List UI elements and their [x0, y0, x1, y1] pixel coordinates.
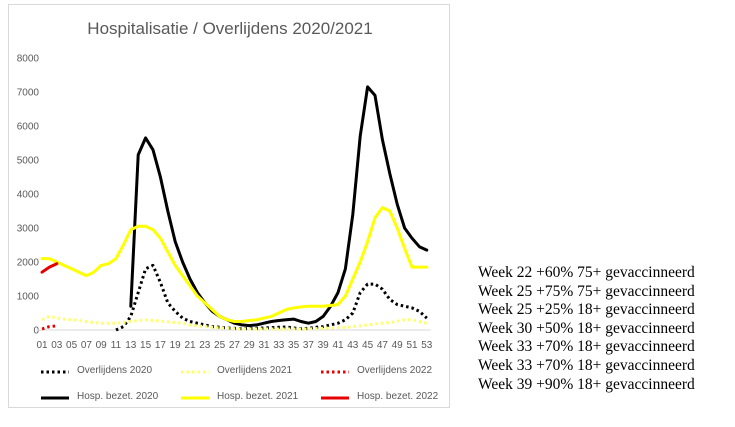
legend-label: Hosp. bezet. 2020: [77, 391, 159, 402]
x-tick-label: 11: [111, 340, 122, 351]
x-tick-label: 45: [362, 340, 374, 351]
y-tick-label: 3000: [17, 224, 40, 235]
x-tick-label: 15: [140, 340, 152, 351]
legend-label: Overlijdens 2022: [357, 365, 433, 376]
x-tick-label: 23: [199, 340, 211, 351]
legend-swatch: [181, 396, 209, 400]
x-tick-label: 49: [392, 340, 404, 351]
series-line-hosp-bezet-2022: [40, 262, 59, 274]
x-tick-label: 37: [303, 340, 315, 351]
vaccination-note: Week 22 +60% 75+ gevaccinneerd: [478, 264, 695, 281]
vaccination-note: Week 33 +70% 18+ gevaccinneerd: [478, 356, 695, 374]
vaccination-notes: Week 22 +60% 75+ gevaccinneerd Week 25 +7…: [478, 264, 695, 394]
x-tick-label: 43: [347, 340, 359, 351]
x-tick-label: 39: [318, 340, 330, 351]
y-tick-label: 6000: [17, 122, 40, 133]
x-tick-label: 09: [96, 340, 108, 351]
legend-label: Overlijdens 2020: [77, 365, 153, 376]
x-tick-label: 33: [273, 340, 285, 351]
x-tick-label: 19: [170, 340, 182, 351]
legend-swatch: [41, 396, 69, 400]
series-line-hosp-bezet-2021: [40, 206, 429, 323]
vaccination-note: Week 30 +50% 18+ gevaccinneerd: [478, 319, 695, 337]
legend-label: Hosp. bezet. 2021: [217, 391, 299, 402]
legend-label: Overlijdens 2021: [217, 365, 293, 376]
y-tick-label: 5000: [17, 156, 40, 167]
vaccination-note: Week 25 +75% 75+ gevaccinneerd: [478, 282, 695, 300]
legend-swatch: [41, 370, 69, 374]
y-tick-label: 2000: [17, 258, 40, 269]
legend-swatch: [321, 396, 349, 400]
y-tick-label: 1000: [17, 292, 40, 303]
x-tick-label: 47: [377, 340, 389, 351]
x-tick-label: 27: [229, 340, 241, 351]
x-tick-label: 25: [214, 340, 226, 351]
x-tick-label: 03: [51, 340, 63, 351]
chart-title: Hospitalisatie / Overlijdens 2020/2021: [87, 19, 373, 38]
legend-swatch: [181, 370, 209, 374]
y-tick-label: 4000: [17, 190, 40, 201]
chart-area: Hospitalisatie / Overlijdens 2020/2021 0…: [8, 4, 450, 408]
x-tick-label: 53: [421, 340, 433, 351]
x-tick-label: 17: [155, 340, 167, 351]
series-line-overlijdens-2021: [41, 314, 428, 331]
x-tick-label: 29: [244, 340, 256, 351]
vaccination-note: Week 25 +25% 18+ gevaccinneerd: [478, 301, 695, 319]
series-line-hosp-bezet-2020: [129, 85, 429, 328]
x-tick-label: 05: [66, 340, 78, 351]
legend-swatch: [321, 370, 349, 374]
legend-label: Hosp. bezet. 2022: [357, 391, 439, 402]
x-tick-label: 21: [184, 340, 196, 351]
y-tick-label: 0: [33, 326, 39, 337]
x-tick-label: 51: [406, 340, 418, 351]
vaccination-note: Week 39 +90% 18+ gevaccinneerd: [478, 375, 695, 393]
x-tick-label: 41: [332, 340, 344, 351]
x-tick-label: 13: [125, 340, 137, 351]
x-tick-label: 31: [258, 340, 270, 351]
x-tick-label: 07: [81, 340, 93, 351]
vaccination-note: Week 33 +70% 18+ gevaccinneerd: [478, 338, 695, 356]
x-tick-label: 35: [288, 340, 300, 351]
x-tick-label: 01: [36, 340, 48, 351]
series-line-overlijdens-2022: [41, 324, 57, 331]
y-tick-label: 8000: [17, 54, 40, 65]
y-tick-label: 7000: [17, 88, 40, 99]
